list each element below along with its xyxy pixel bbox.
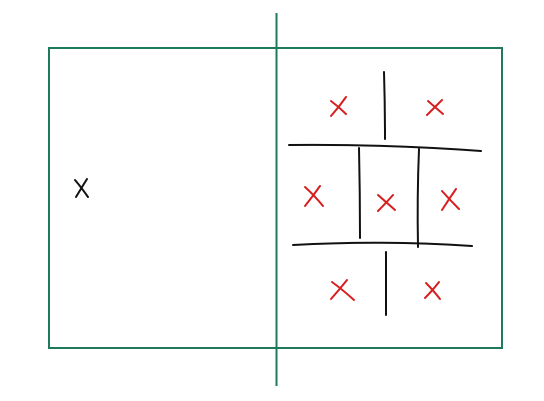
grid-line-middle-right bbox=[416, 148, 420, 248]
grid-line-bottom-horizontal bbox=[292, 241, 473, 247]
x-mark-top-right bbox=[426, 99, 444, 116]
x-mark-middle-right bbox=[441, 188, 460, 211]
left-panel bbox=[74, 178, 89, 198]
grid-line-top-horizontal bbox=[288, 143, 482, 152]
grid-lines bbox=[288, 71, 482, 316]
x-mark-left bbox=[74, 178, 89, 198]
right-panel bbox=[288, 71, 482, 316]
red-marks bbox=[304, 96, 460, 301]
grid-line-top-vertical bbox=[383, 71, 386, 140]
grid-line-middle-left bbox=[358, 147, 361, 239]
x-mark-top-left bbox=[330, 96, 347, 117]
x-mark-middle-left bbox=[304, 185, 324, 207]
x-mark-center bbox=[377, 194, 396, 212]
x-mark-bottom-right bbox=[424, 281, 441, 300]
x-mark-bottom-left bbox=[330, 279, 355, 301]
